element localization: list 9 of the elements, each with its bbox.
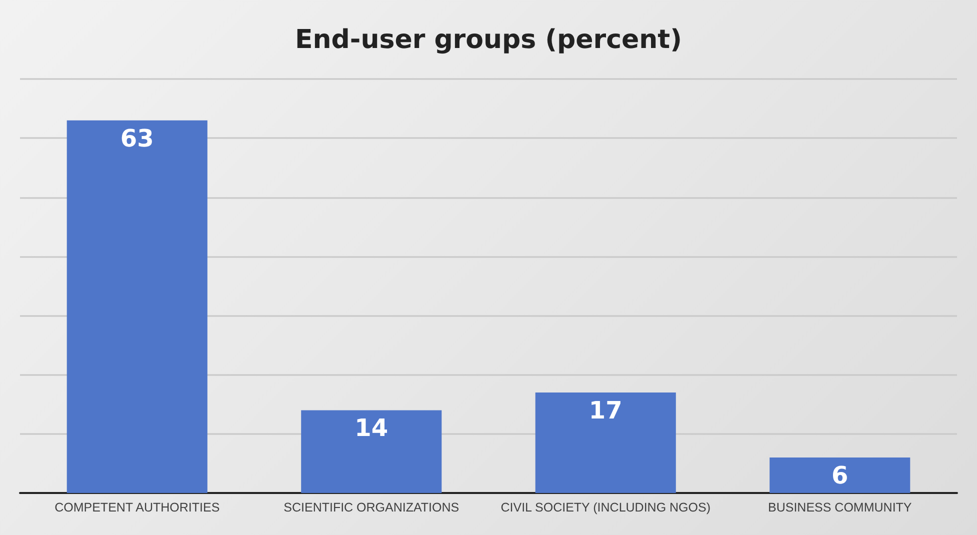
data-label: 6 [832,462,848,490]
data-label: 17 [588,396,622,424]
data-label: 14 [354,414,388,442]
x-tick-label: CIVIL SOCIETY (INCLUDING NGOS) [500,500,711,514]
data-label: 63 [120,124,154,152]
x-tick-label: BUSINESS COMMUNITY [768,500,912,514]
x-tick-label: SCIENTIFIC ORGANIZATIONS [284,500,460,514]
chart-title: End-user groups (percent) [295,25,682,55]
x-tick-label: COMPETENT AUTHORITIES [54,500,220,514]
